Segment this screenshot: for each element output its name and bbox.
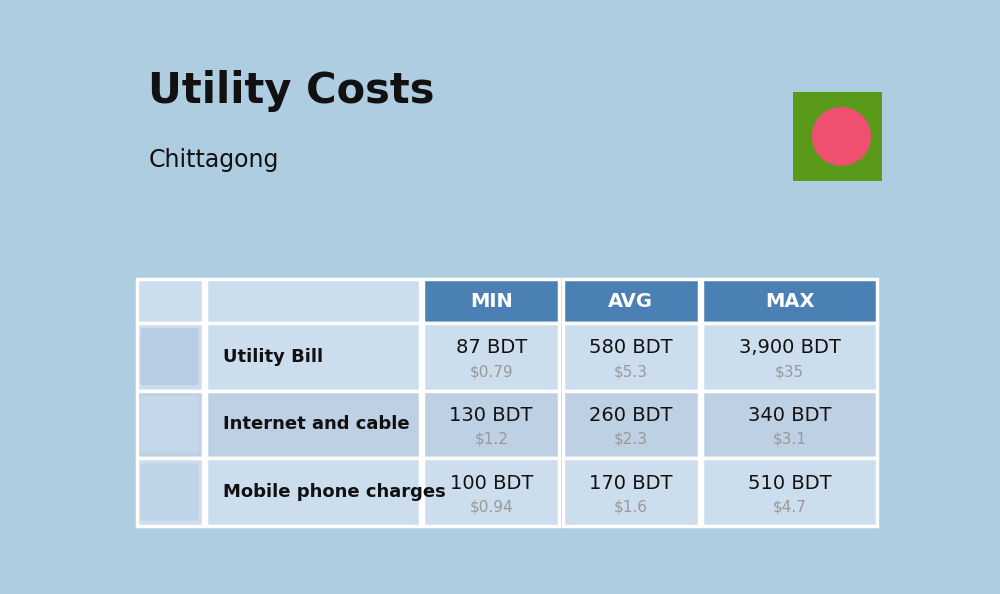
FancyBboxPatch shape	[206, 323, 420, 390]
FancyBboxPatch shape	[702, 390, 877, 458]
FancyBboxPatch shape	[140, 396, 199, 453]
FancyBboxPatch shape	[563, 390, 698, 458]
FancyBboxPatch shape	[137, 390, 202, 458]
FancyBboxPatch shape	[702, 323, 877, 390]
Text: $35: $35	[775, 364, 804, 379]
FancyBboxPatch shape	[563, 323, 698, 390]
FancyBboxPatch shape	[140, 463, 199, 521]
FancyBboxPatch shape	[137, 323, 202, 390]
Text: MIN: MIN	[470, 292, 513, 311]
Text: Internet and cable: Internet and cable	[223, 415, 410, 434]
Text: 170 BDT: 170 BDT	[589, 474, 672, 493]
FancyBboxPatch shape	[140, 328, 199, 386]
Text: 260 BDT: 260 BDT	[589, 406, 672, 425]
FancyBboxPatch shape	[423, 323, 559, 390]
FancyBboxPatch shape	[793, 92, 882, 181]
Text: MAX: MAX	[765, 292, 814, 311]
Text: 3,900 BDT: 3,900 BDT	[739, 339, 840, 358]
FancyBboxPatch shape	[423, 390, 559, 458]
Text: Mobile phone charges: Mobile phone charges	[223, 483, 446, 501]
Text: Chittagong: Chittagong	[148, 148, 279, 172]
Ellipse shape	[812, 107, 871, 166]
FancyBboxPatch shape	[563, 279, 698, 323]
Text: $0.79: $0.79	[469, 364, 513, 379]
FancyBboxPatch shape	[206, 390, 420, 458]
Text: $1.6: $1.6	[614, 500, 648, 514]
Text: 340 BDT: 340 BDT	[748, 406, 831, 425]
FancyBboxPatch shape	[563, 458, 698, 526]
Text: 87 BDT: 87 BDT	[456, 339, 527, 358]
Text: 100 BDT: 100 BDT	[450, 474, 533, 493]
Text: Utility Bill: Utility Bill	[223, 347, 324, 366]
FancyBboxPatch shape	[137, 279, 202, 323]
FancyBboxPatch shape	[423, 458, 559, 526]
Text: $1.2: $1.2	[474, 432, 508, 447]
Text: AVG: AVG	[608, 292, 653, 311]
Text: $0.94: $0.94	[469, 500, 513, 514]
FancyBboxPatch shape	[206, 458, 420, 526]
Text: 130 BDT: 130 BDT	[449, 406, 533, 425]
FancyBboxPatch shape	[702, 279, 877, 323]
Text: 580 BDT: 580 BDT	[589, 339, 672, 358]
Text: Utility Costs: Utility Costs	[148, 71, 435, 112]
FancyBboxPatch shape	[137, 458, 202, 526]
FancyBboxPatch shape	[702, 458, 877, 526]
Text: $2.3: $2.3	[614, 432, 648, 447]
FancyBboxPatch shape	[423, 279, 559, 323]
Text: $4.7: $4.7	[773, 500, 806, 514]
Text: $3.1: $3.1	[773, 432, 807, 447]
FancyBboxPatch shape	[206, 279, 420, 323]
Text: $5.3: $5.3	[614, 364, 648, 379]
Text: 510 BDT: 510 BDT	[748, 474, 831, 493]
